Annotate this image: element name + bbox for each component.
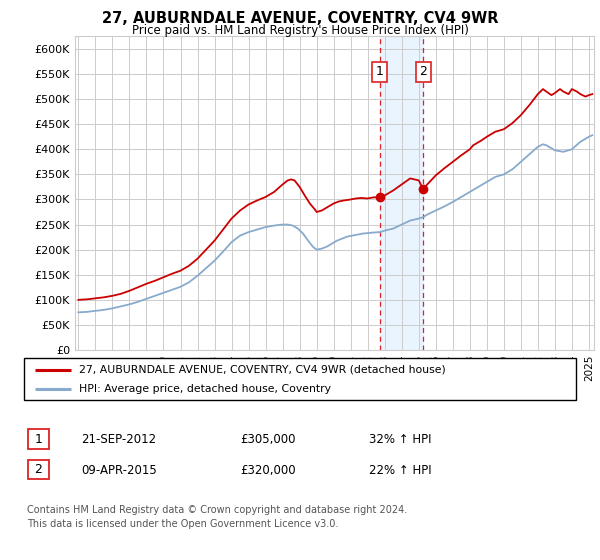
Text: 1: 1	[376, 65, 384, 78]
Text: 09-APR-2015: 09-APR-2015	[81, 464, 157, 477]
Bar	[380, 36, 424, 350]
Text: HPI: Average price, detached house, Coventry: HPI: Average price, detached house, Cove…	[79, 384, 331, 394]
FancyBboxPatch shape	[28, 460, 49, 479]
Text: 27, AUBURNDALE AVENUE, COVENTRY, CV4 9WR: 27, AUBURNDALE AVENUE, COVENTRY, CV4 9WR	[102, 11, 498, 26]
Text: 2: 2	[419, 65, 427, 78]
Text: 22% ↑ HPI: 22% ↑ HPI	[369, 464, 431, 477]
Text: 2: 2	[34, 463, 43, 477]
Text: £320,000: £320,000	[240, 464, 296, 477]
FancyBboxPatch shape	[28, 430, 49, 449]
Text: Price paid vs. HM Land Registry's House Price Index (HPI): Price paid vs. HM Land Registry's House …	[131, 24, 469, 36]
Text: 27, AUBURNDALE AVENUE, COVENTRY, CV4 9WR (detached house): 27, AUBURNDALE AVENUE, COVENTRY, CV4 9WR…	[79, 365, 446, 375]
FancyBboxPatch shape	[24, 358, 576, 400]
Text: 21-SEP-2012: 21-SEP-2012	[81, 433, 156, 446]
Text: 32% ↑ HPI: 32% ↑ HPI	[369, 433, 431, 446]
Text: 1: 1	[34, 432, 43, 446]
Text: Contains HM Land Registry data © Crown copyright and database right 2024.
This d: Contains HM Land Registry data © Crown c…	[27, 505, 407, 529]
Text: £305,000: £305,000	[240, 433, 296, 446]
